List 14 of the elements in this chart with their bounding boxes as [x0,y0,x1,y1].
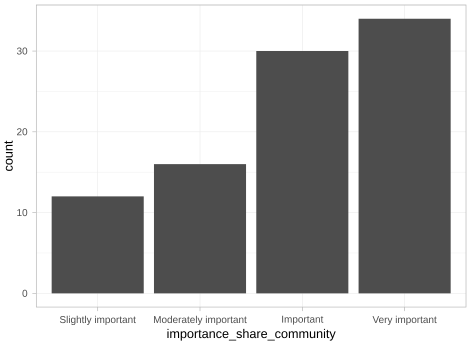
bar [154,164,246,294]
x-tick-label: Very important [372,316,437,326]
bar [52,196,144,294]
y-tick-label: 20 [17,128,28,136]
y-tick-label: 0 [22,290,28,297]
y-tick-label: 30 [16,47,28,55]
y-tick-label: 10 [17,209,28,216]
bar [358,18,451,294]
y-axis-title: count [4,140,13,171]
x-tick-label: Important [282,316,324,325]
x-tick-label: Slightly important [60,316,136,326]
x-axis-title: importance_share_community [167,328,336,341]
x-tick-label: Moderately important [154,316,247,326]
bar [256,50,348,294]
